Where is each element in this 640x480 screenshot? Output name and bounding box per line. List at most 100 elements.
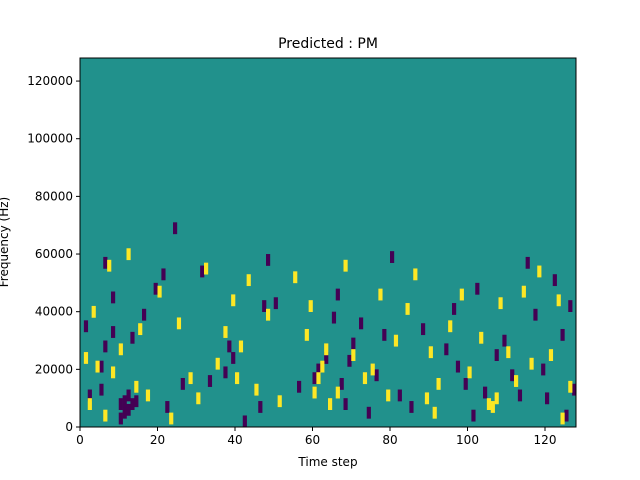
heatmap-cell-low — [266, 254, 271, 266]
heatmap-cell-low — [475, 282, 480, 295]
heatmap-cell-low — [153, 282, 158, 295]
heatmap-cell-high — [111, 366, 116, 379]
y-tick-label: 120000 — [27, 74, 73, 88]
heatmap-cell-high — [362, 372, 368, 385]
heatmap-cell-low — [99, 383, 104, 396]
heatmap-cell-high — [320, 360, 325, 373]
x-tick-label: 40 — [227, 433, 242, 447]
heatmap-cell-low — [99, 360, 104, 373]
heatmap-cell-low — [126, 389, 131, 402]
heatmap-cell-low — [545, 392, 550, 405]
y-axis: 0 20000 40000 60000 80000 100000 120000 — [27, 74, 80, 434]
heatmap-cell-low — [471, 409, 476, 422]
heatmap-cell-high — [266, 308, 271, 321]
heatmap-cell-low — [452, 303, 457, 315]
heatmap-cell-low — [494, 349, 499, 361]
x-tick-label: 60 — [305, 433, 320, 447]
heatmap-cell-high — [254, 383, 259, 396]
heatmap-cell-high — [467, 366, 472, 379]
heatmap-cell-low — [122, 406, 127, 419]
heatmap-cell-low — [223, 366, 228, 379]
heatmap-cell-high — [428, 346, 433, 359]
heatmap-cell-low — [161, 268, 166, 281]
heatmap-cell-high — [223, 326, 228, 338]
heatmap-cell-low — [331, 311, 337, 324]
heatmap-cell-high — [529, 357, 534, 370]
heatmap-cell-high — [436, 377, 441, 390]
heatmap-cell-high — [506, 346, 511, 359]
heatmap-cell-high — [351, 349, 356, 361]
heatmap-cell-low — [273, 297, 278, 310]
heatmap-cell-high — [548, 349, 554, 361]
heatmap-cell-low — [343, 398, 348, 410]
y-tick-label: 40000 — [35, 305, 73, 319]
y-axis-label: Frequency (Hz) — [0, 197, 11, 288]
heatmap-cell-low — [525, 256, 530, 269]
plot-frame — [79, 57, 577, 428]
heatmap-cell-low — [533, 308, 538, 321]
heatmap-cell-low — [130, 331, 135, 344]
x-tick-label: 120 — [534, 433, 557, 447]
heatmap-cell-high — [107, 259, 112, 272]
heatmap-cell-high — [498, 297, 503, 310]
heatmap-cell-low — [207, 375, 213, 387]
heatmap-cell-low — [103, 340, 108, 353]
heatmap-cell-low — [335, 288, 340, 301]
heatmap-cell-high — [432, 406, 437, 419]
heatmap-cell-low — [374, 369, 379, 382]
chart-title: Predicted : PM — [278, 36, 378, 52]
heatmap-cell-low — [227, 340, 232, 353]
heatmap-cell-high — [293, 271, 298, 284]
heatmap-cell-low — [568, 300, 573, 312]
heatmap-cell-high — [176, 317, 182, 330]
heatmap-cell-low — [463, 377, 468, 390]
heatmap-cell-high — [479, 331, 484, 344]
heatmap-cell-high — [308, 300, 313, 312]
heatmap-cell-low — [564, 409, 569, 422]
y-tick-label: 80000 — [35, 189, 73, 203]
heatmap-cell-low — [258, 401, 263, 413]
heatmap-background — [80, 58, 576, 427]
heatmap-cell-high — [316, 372, 321, 385]
heatmap-cell-high — [393, 334, 399, 347]
heatmap-cell-low — [242, 415, 247, 428]
heatmap-cell-low — [231, 352, 236, 364]
heatmap-cell-high — [405, 303, 410, 315]
plot-area — [79, 57, 577, 428]
heatmap-cell-low — [118, 412, 123, 425]
heatmap-cell-low — [312, 372, 317, 385]
heatmap-cell-low — [200, 265, 205, 278]
y-tick-label: 100000 — [27, 132, 73, 146]
heatmap-cell-low — [444, 343, 449, 356]
heatmap-cell-low — [118, 398, 123, 410]
heatmap-cell-low — [347, 354, 352, 367]
heatmap-cell-low — [397, 389, 402, 402]
heatmap-cell-high — [386, 389, 391, 402]
heatmap-cell-low — [316, 363, 321, 376]
heatmap-cell-low — [173, 222, 178, 235]
heatmap-cell-low — [572, 383, 577, 396]
heatmap-cell-high — [91, 305, 96, 318]
heatmap-cell-high — [145, 389, 151, 402]
y-tick-label: 20000 — [35, 362, 73, 376]
heatmap-cell-low — [541, 363, 546, 376]
heatmap-cell-high — [486, 398, 492, 410]
heatmap-cell-high — [126, 248, 131, 261]
heatmap-cell-high — [490, 401, 495, 413]
heatmap-cell-high — [304, 328, 309, 341]
heatmap-cell-low — [134, 395, 139, 408]
heatmap-cell-low — [111, 291, 116, 304]
heatmap-cell-high — [343, 259, 348, 272]
heatmap-cell-high — [246, 274, 251, 287]
heatmap-cell-high — [235, 372, 240, 385]
heatmap-cell-low — [324, 352, 329, 364]
heatmap-cell-high — [95, 360, 100, 373]
heatmap-cell-low — [455, 360, 461, 373]
heatmap-cell-high — [188, 372, 193, 385]
heatmap-cell-high — [537, 265, 542, 278]
heatmap-cell-low — [510, 369, 515, 382]
heatmap-cells — [83, 222, 577, 428]
heatmap-cell-high — [103, 409, 108, 422]
heatmap-cell-high — [448, 320, 453, 333]
